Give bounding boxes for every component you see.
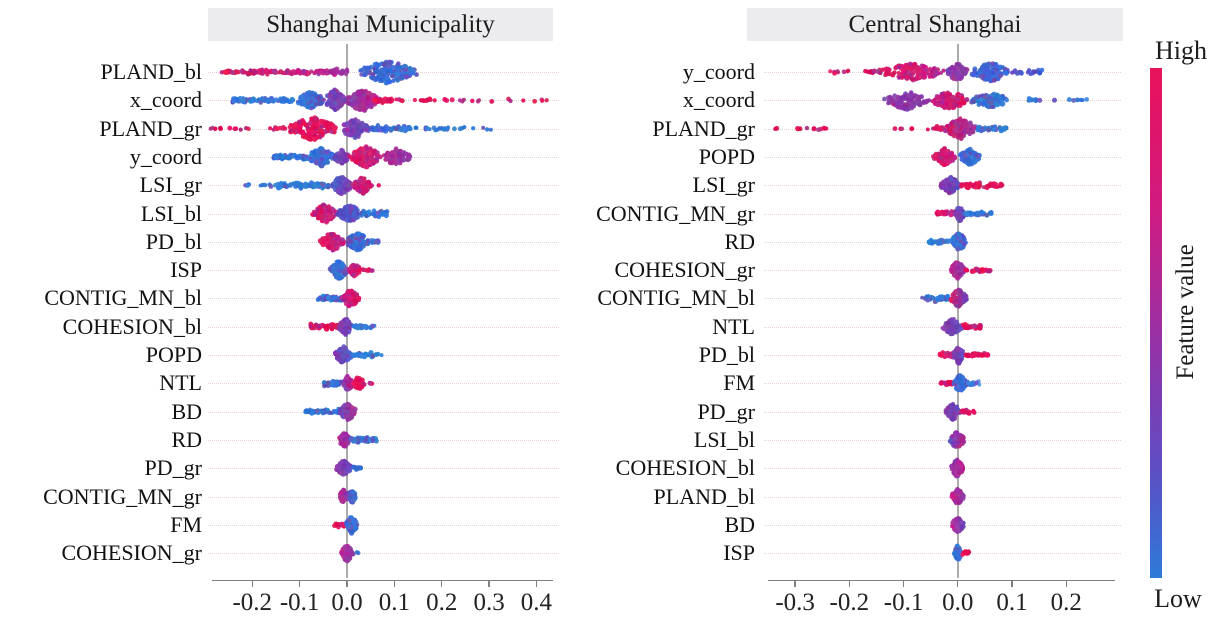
x-tick-label: 0.2 — [1050, 589, 1082, 616]
feature-label-rd: RD — [724, 228, 755, 254]
feature-label-cohesion_gr: COHESION_gr — [61, 540, 202, 566]
x-tick-label: -0.2 — [829, 589, 870, 616]
feature-label-cohesion_bl: COHESION_bl — [615, 455, 755, 481]
x-tick-label: -0.1 — [279, 589, 320, 616]
x-tick-label: 0.3 — [473, 589, 505, 616]
feature-value-colorbar — [1150, 68, 1162, 578]
x-tick-label: 0.0 — [331, 589, 363, 616]
feature-label-pd_gr: PD_gr — [144, 455, 202, 481]
feature-label-lsi_bl: LSI_bl — [693, 426, 755, 452]
feature-label-pd_bl: PD_bl — [145, 228, 202, 254]
feature-label-lsi_gr: LSI_gr — [139, 172, 202, 198]
x-tick-label: 0.1 — [378, 589, 410, 616]
feature-label-fm: FM — [170, 511, 202, 537]
panel-title-central-shanghai: Central Shanghai — [747, 8, 1123, 41]
feature-label-pland_bl: PLAND_bl — [100, 59, 202, 84]
x-tick-label: 0.4 — [520, 589, 553, 616]
feature-label-lsi_gr: LSI_gr — [692, 172, 755, 198]
feature-label-cohesion_bl: COHESION_bl — [62, 313, 202, 339]
x-tick-label: -0.2 — [232, 589, 273, 616]
feature-label-lsi_bl: LSI_bl — [140, 200, 202, 226]
feature-label-cohesion_gr: COHESION_gr — [614, 257, 755, 283]
feature-label-x_coord: x_coord — [682, 87, 755, 113]
feature-label-bd: BD — [171, 398, 202, 424]
feature-label-pland_gr: PLAND_gr — [652, 115, 755, 141]
feature-label-ntl: NTL — [159, 370, 202, 396]
feature-label-pland_gr: PLAND_gr — [99, 115, 202, 141]
feature-label-isp: ISP — [170, 257, 202, 283]
feature-label-popd: POPD — [698, 143, 755, 169]
feature-label-pd_bl: PD_bl — [698, 342, 755, 367]
feature-label-isp: ISP — [723, 540, 755, 566]
x-tick-label: 0.0 — [942, 589, 974, 616]
feature-label-pd_gr: PD_gr — [697, 398, 755, 424]
feature-label-rd: RD — [171, 426, 202, 452]
feature-label-contig_mn_gr: CONTIG_MN_gr — [43, 483, 202, 509]
feature-label-fm: FM — [723, 370, 755, 396]
feature-label-ntl: NTL — [712, 313, 755, 339]
feature-label-y_coord: y_coord — [129, 143, 202, 169]
colorbar-low-label: Low — [1154, 584, 1202, 613]
feature-label-contig_mn_bl: CONTIG_MN_bl — [44, 285, 202, 311]
feature-label-contig_mn_bl: CONTIG_MN_bl — [597, 285, 755, 311]
feature-label-x_coord: x_coord — [129, 87, 202, 113]
x-tick-label: -0.1 — [883, 589, 924, 616]
colorbar-high-label: High — [1155, 36, 1207, 65]
feature-label-popd: POPD — [145, 342, 202, 367]
colorbar-axis-label: Feature value — [1172, 244, 1199, 380]
x-tick-label: 0.1 — [996, 589, 1028, 616]
x-tick-label: 0.2 — [426, 589, 458, 616]
feature-label-bd: BD — [724, 511, 755, 537]
panel-title-shanghai-municipality: Shanghai Municipality — [208, 8, 553, 41]
x-tick-label: -0.3 — [775, 589, 815, 616]
feature-label-contig_mn_gr: CONTIG_MN_gr — [596, 200, 755, 226]
feature-label-y_coord: y_coord — [682, 59, 755, 84]
feature-label-pland_bl: PLAND_bl — [653, 483, 755, 509]
